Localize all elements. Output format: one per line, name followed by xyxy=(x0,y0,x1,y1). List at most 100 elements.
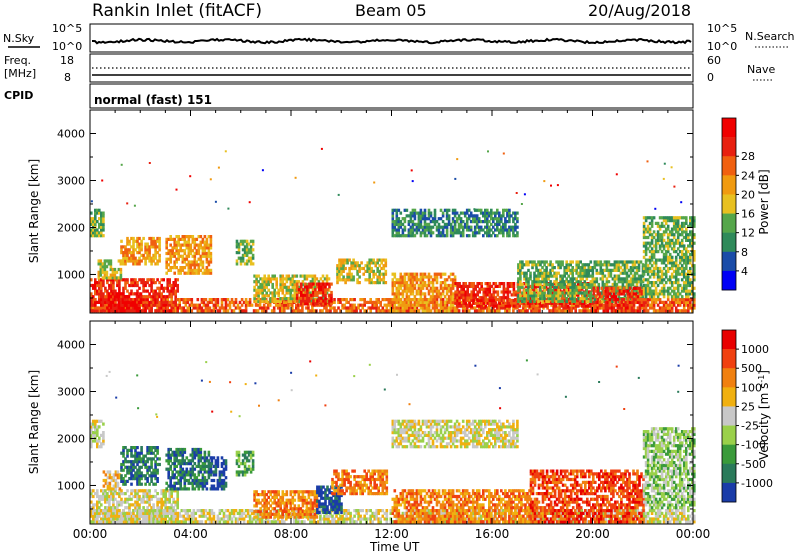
power-cell xyxy=(437,295,441,299)
power-cell xyxy=(243,245,247,249)
power-cell xyxy=(144,256,147,260)
power-cell xyxy=(547,282,550,287)
power-cell xyxy=(195,271,199,275)
power-cell xyxy=(106,303,109,307)
power-cell xyxy=(413,211,417,215)
power-cell xyxy=(525,282,528,287)
power-cell xyxy=(470,293,473,297)
power-cell xyxy=(464,298,467,303)
power-cell xyxy=(291,285,295,289)
power-cell xyxy=(689,283,692,288)
power-cell xyxy=(687,283,690,288)
power-cell xyxy=(121,309,125,313)
power-cell xyxy=(674,266,678,271)
power-cell xyxy=(453,231,457,235)
power-cell xyxy=(685,272,688,276)
power-cell xyxy=(304,290,307,295)
power-cell xyxy=(670,247,674,251)
power-cell xyxy=(427,228,431,232)
power-cell xyxy=(593,297,597,301)
power-cell xyxy=(575,285,578,289)
power-cell xyxy=(373,303,376,307)
power-cell xyxy=(124,306,127,310)
power-cell xyxy=(654,300,658,304)
power-cell xyxy=(411,303,415,307)
power-cell xyxy=(672,303,676,307)
power-cell xyxy=(666,289,670,293)
power-cell xyxy=(103,276,107,280)
power-cell xyxy=(357,303,360,307)
power-cell xyxy=(608,300,612,304)
power-cell xyxy=(549,291,552,295)
power-cell xyxy=(142,289,145,293)
power-cell xyxy=(328,282,331,286)
power-cell xyxy=(197,246,201,250)
power-cell xyxy=(658,269,662,273)
power-cell xyxy=(662,219,666,223)
power-cell xyxy=(642,298,646,302)
power-cell xyxy=(323,306,326,310)
power-cell xyxy=(368,275,371,279)
power-cell xyxy=(148,309,151,313)
power-cell xyxy=(529,277,532,281)
power-cell xyxy=(682,247,686,251)
power-cell xyxy=(393,300,397,304)
power-cell xyxy=(136,245,139,249)
power-cell xyxy=(399,298,403,302)
power-cell xyxy=(581,282,584,287)
power-cell xyxy=(169,257,172,261)
power-cell xyxy=(486,231,489,235)
power-cell xyxy=(100,295,103,299)
power-cell xyxy=(597,282,601,287)
power-cell xyxy=(587,263,591,267)
power-cell xyxy=(274,303,278,307)
power-cell xyxy=(435,228,439,232)
power-cell xyxy=(427,309,431,313)
power-cell xyxy=(421,217,425,221)
power-cell xyxy=(94,217,97,221)
power-cell xyxy=(449,303,453,307)
power-cell xyxy=(606,286,610,290)
power-cell xyxy=(529,288,532,292)
power-cell xyxy=(490,234,493,238)
power-cell xyxy=(193,240,197,244)
power-cell xyxy=(500,300,503,304)
power-cell xyxy=(666,255,670,259)
power-cell xyxy=(557,297,560,301)
power-cell xyxy=(453,228,457,232)
power-cell xyxy=(469,228,473,232)
power-cell xyxy=(569,291,572,295)
power-cell xyxy=(470,282,473,286)
power-cell xyxy=(421,211,425,215)
power-cell xyxy=(271,274,274,278)
power-cell xyxy=(281,280,285,284)
power-cell xyxy=(264,298,268,302)
power-cell xyxy=(173,237,176,241)
power-cell xyxy=(285,306,288,310)
power-cell xyxy=(641,294,645,298)
power-cell xyxy=(451,298,455,302)
power-cell xyxy=(194,306,198,310)
cpid-panel-frame xyxy=(89,83,694,109)
power-cell xyxy=(150,256,153,260)
power-cell xyxy=(604,292,608,296)
power-cell xyxy=(175,243,178,247)
power-cell xyxy=(291,297,295,301)
power-cell xyxy=(439,292,443,296)
power-cell xyxy=(650,252,654,257)
power-cell xyxy=(429,231,433,235)
power-cell xyxy=(498,211,501,215)
power-cell xyxy=(465,306,469,310)
power-cell xyxy=(545,280,548,284)
power-cell xyxy=(472,298,475,303)
power-cell xyxy=(312,290,315,295)
power-cell xyxy=(496,306,499,310)
power-cell xyxy=(486,228,489,232)
power-cell xyxy=(508,300,511,304)
power-cell xyxy=(190,303,194,307)
power-cell xyxy=(423,303,427,307)
power-cell xyxy=(108,286,111,290)
power-cell xyxy=(133,300,137,304)
power-cell xyxy=(338,266,341,271)
